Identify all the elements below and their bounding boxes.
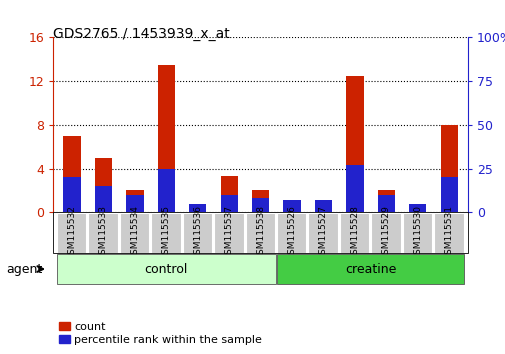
Bar xyxy=(158,169,175,212)
Bar xyxy=(345,165,363,212)
FancyBboxPatch shape xyxy=(433,213,463,253)
Text: control: control xyxy=(144,263,187,275)
Bar xyxy=(63,177,80,212)
Text: GSM115531: GSM115531 xyxy=(444,205,453,260)
FancyBboxPatch shape xyxy=(339,213,369,253)
Bar xyxy=(126,195,143,212)
Text: GSM115526: GSM115526 xyxy=(287,205,296,260)
FancyBboxPatch shape xyxy=(276,213,306,253)
Bar xyxy=(94,186,112,212)
Bar xyxy=(283,200,300,212)
Text: GSM115529: GSM115529 xyxy=(381,205,390,260)
FancyBboxPatch shape xyxy=(182,213,212,253)
Bar xyxy=(158,64,175,212)
Bar xyxy=(220,195,237,212)
Text: GSM115534: GSM115534 xyxy=(130,205,139,260)
Text: GSM115538: GSM115538 xyxy=(256,205,265,260)
Text: GSM115535: GSM115535 xyxy=(162,205,171,260)
Bar xyxy=(63,136,80,212)
Text: GSM115533: GSM115533 xyxy=(99,205,108,260)
FancyBboxPatch shape xyxy=(308,213,337,253)
FancyBboxPatch shape xyxy=(120,213,149,253)
FancyBboxPatch shape xyxy=(276,254,464,284)
Text: creatine: creatine xyxy=(344,263,395,275)
FancyBboxPatch shape xyxy=(57,213,86,253)
Text: GSM115537: GSM115537 xyxy=(224,205,233,260)
FancyBboxPatch shape xyxy=(245,213,275,253)
FancyBboxPatch shape xyxy=(371,213,400,253)
FancyBboxPatch shape xyxy=(57,254,275,284)
Bar xyxy=(94,158,112,212)
Bar xyxy=(314,200,331,212)
Text: GSM115530: GSM115530 xyxy=(413,205,421,260)
Bar xyxy=(314,205,331,212)
Text: GSM115527: GSM115527 xyxy=(318,205,327,260)
Bar xyxy=(345,75,363,212)
FancyBboxPatch shape xyxy=(402,213,431,253)
Bar xyxy=(377,195,394,212)
Bar xyxy=(189,204,206,212)
FancyBboxPatch shape xyxy=(88,213,118,253)
Bar xyxy=(440,125,457,212)
Bar xyxy=(126,190,143,212)
Bar xyxy=(220,176,237,212)
FancyBboxPatch shape xyxy=(151,213,180,253)
Bar xyxy=(409,204,426,212)
Bar xyxy=(283,205,300,212)
Bar xyxy=(377,190,394,212)
Bar xyxy=(189,204,206,212)
Bar xyxy=(251,198,269,212)
Legend: count, percentile rank within the sample: count, percentile rank within the sample xyxy=(59,322,262,345)
Text: GSM115528: GSM115528 xyxy=(349,205,359,260)
Bar xyxy=(409,205,426,212)
FancyBboxPatch shape xyxy=(214,213,243,253)
Bar xyxy=(251,190,269,212)
Text: GDS2765 / 1453939_x_at: GDS2765 / 1453939_x_at xyxy=(53,27,229,41)
Text: GSM115532: GSM115532 xyxy=(67,205,76,260)
Text: agent: agent xyxy=(6,263,42,276)
Bar xyxy=(440,177,457,212)
Text: GSM115536: GSM115536 xyxy=(193,205,202,260)
